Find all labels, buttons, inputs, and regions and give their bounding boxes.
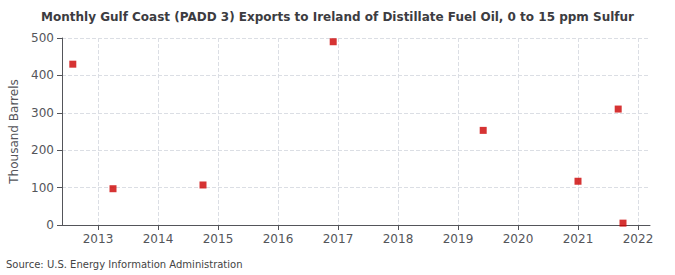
svg-text:2016: 2016 xyxy=(263,232,294,246)
svg-text:400: 400 xyxy=(31,68,54,82)
svg-text:2022: 2022 xyxy=(623,232,654,246)
svg-text:500: 500 xyxy=(31,31,54,45)
svg-text:2019: 2019 xyxy=(443,232,474,246)
svg-text:2013: 2013 xyxy=(83,232,114,246)
svg-text:Source: U.S. Energy Informatio: Source: U.S. Energy Information Administ… xyxy=(6,259,243,270)
svg-text:2015: 2015 xyxy=(203,232,234,246)
svg-text:2020: 2020 xyxy=(503,232,534,246)
svg-text:0: 0 xyxy=(46,218,54,232)
svg-text:2017: 2017 xyxy=(323,232,354,246)
svg-text:Monthly Gulf Coast (PADD 3) Ex: Monthly Gulf Coast (PADD 3) Exports to I… xyxy=(41,10,634,24)
svg-text:Thousand Barrels: Thousand Barrels xyxy=(7,79,21,184)
svg-text:200: 200 xyxy=(31,143,54,157)
svg-text:300: 300 xyxy=(31,106,54,120)
svg-text:2014: 2014 xyxy=(143,232,174,246)
svg-text:100: 100 xyxy=(31,181,54,195)
svg-text:2018: 2018 xyxy=(383,232,414,246)
svg-text:2021: 2021 xyxy=(563,232,594,246)
